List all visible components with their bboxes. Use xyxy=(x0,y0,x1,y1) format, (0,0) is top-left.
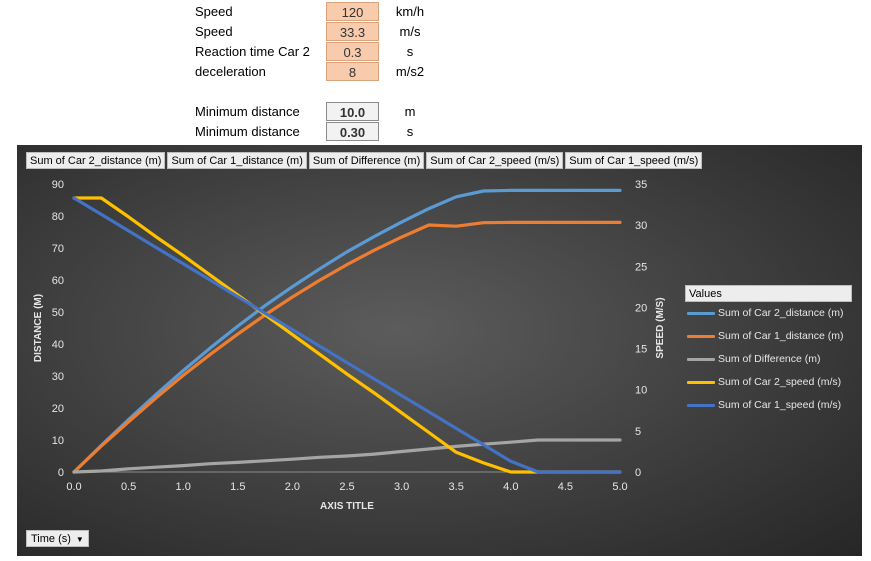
x-tick-label: 1.5 xyxy=(230,481,245,493)
y-tick-label: 0 xyxy=(58,467,64,479)
y2-tick-label: 20 xyxy=(635,302,647,314)
y-tick-label: 30 xyxy=(52,371,64,383)
legend-label: Sum of Car 1_speed (m/s) xyxy=(718,399,842,411)
legend-item[interactable]: Sum of Difference (m) xyxy=(685,348,852,371)
param-input-cell[interactable]: 0.3 xyxy=(326,42,379,61)
x-tick-label: 2.5 xyxy=(339,481,354,493)
x-tick-label: 4.0 xyxy=(503,481,518,493)
series-line xyxy=(72,196,622,474)
param-unit: m xyxy=(404,104,416,119)
param-input-cell[interactable]: 33.3 xyxy=(326,22,379,41)
param-label: deceleration xyxy=(195,64,266,79)
param-unit: km/h xyxy=(395,4,425,19)
param-unit: m/s xyxy=(399,24,421,39)
legend-title[interactable]: Values xyxy=(685,285,852,302)
series-line xyxy=(72,438,622,474)
legend-item[interactable]: Sum of Car 2_speed (m/s) xyxy=(685,371,852,394)
y2-axis-title: SPEED (M/S) xyxy=(655,297,666,358)
param-unit: s xyxy=(406,44,414,59)
legend-item[interactable]: Sum of Car 1_distance (m) xyxy=(685,325,852,348)
y-tick-label: 80 xyxy=(52,211,64,223)
time-field-label: Time (s) xyxy=(31,533,71,545)
param-result-cell[interactable]: 10.0 xyxy=(326,102,379,121)
x-axis-title: AXIS TITLE xyxy=(320,501,374,512)
y2-tick-label: 35 xyxy=(635,179,647,191)
line-chart: 0.0 0.5 1.0 1.5 2.0 2.5 3.0 3.5 4.0 4.5 5.0 0 10 20 30… xyxy=(33,179,666,512)
legend-swatch xyxy=(687,381,715,384)
legend-label: Sum of Car 2_speed (m/s) xyxy=(718,376,842,388)
chart-legend: Values Sum of Car 2_distance (m) Sum of C… xyxy=(685,285,852,417)
legend-swatch xyxy=(687,312,715,315)
y-tick-label: 70 xyxy=(52,243,64,255)
x-tick-label: 0.0 xyxy=(66,481,81,493)
legend-label: Sum of Car 2_distance (m) xyxy=(718,307,844,319)
pivot-chart[interactable]: Sum of Car 2_distance (m) Sum of Car 1_di… xyxy=(17,145,862,556)
y2-tick-label: 5 xyxy=(635,426,641,438)
field-button[interactable]: Sum of Car 1_distance (m) xyxy=(167,152,307,169)
y-tick-label: 50 xyxy=(52,307,64,319)
x-tick-label: 5.0 xyxy=(612,481,627,493)
field-buttons: Sum of Car 2_distance (m) Sum of Car 1_di… xyxy=(26,152,704,169)
x-tick-label: 2.0 xyxy=(285,481,300,493)
param-label: Reaction time Car 2 xyxy=(195,44,310,59)
field-button[interactable]: Sum of Car 1_speed (m/s) xyxy=(565,152,703,169)
param-result-cell[interactable]: 0.30 xyxy=(326,122,379,141)
y-axis-title: DISTANCE (M) xyxy=(33,294,44,362)
time-axis-field-button[interactable]: Time (s) ▼ xyxy=(26,530,89,547)
y-tick-label: 90 xyxy=(52,179,64,191)
param-unit: m/s2 xyxy=(395,64,425,79)
y-tick-label: 60 xyxy=(52,275,64,287)
param-label: Minimum distance xyxy=(195,104,300,119)
y2-tick-label: 25 xyxy=(635,261,647,273)
param-label: Speed xyxy=(195,24,233,39)
y2-tick-label: 15 xyxy=(635,344,647,356)
field-button[interactable]: Sum of Car 2_distance (m) xyxy=(26,152,166,169)
y-tick-label: 40 xyxy=(52,339,64,351)
param-label: Speed xyxy=(195,4,233,19)
x-tick-label: 4.5 xyxy=(558,481,573,493)
y2-tick-label: 30 xyxy=(635,220,647,232)
series-line xyxy=(72,188,622,474)
series-line xyxy=(72,196,622,474)
param-unit: s xyxy=(406,124,414,139)
param-input-cell[interactable]: 8 xyxy=(326,62,379,81)
series-line xyxy=(72,220,622,474)
y2-tick-label: 0 xyxy=(635,467,641,479)
x-tick-label: 1.0 xyxy=(176,481,191,493)
y-tick-label: 20 xyxy=(52,403,64,415)
param-input-cell[interactable]: 120 xyxy=(326,2,379,21)
y2-tick-label: 10 xyxy=(635,385,647,397)
legend-label: Sum of Difference (m) xyxy=(718,353,821,365)
legend-item[interactable]: Sum of Car 1_speed (m/s) xyxy=(685,394,852,417)
x-tick-label: 3.0 xyxy=(394,481,409,493)
legend-swatch xyxy=(687,404,715,407)
x-tick-label: 0.5 xyxy=(121,481,136,493)
legend-label: Sum of Car 1_distance (m) xyxy=(718,330,844,342)
x-tick-label: 3.5 xyxy=(449,481,464,493)
param-label: Minimum distance xyxy=(195,124,300,139)
field-button[interactable]: Sum of Difference (m) xyxy=(308,152,425,169)
legend-swatch xyxy=(687,335,715,338)
y-tick-label: 10 xyxy=(52,435,64,447)
dropdown-arrow-icon: ▼ xyxy=(75,535,84,544)
field-button[interactable]: Sum of Car 2_speed (m/s) xyxy=(426,152,564,169)
legend-item[interactable]: Sum of Car 2_distance (m) xyxy=(685,302,852,325)
legend-swatch xyxy=(687,358,715,361)
